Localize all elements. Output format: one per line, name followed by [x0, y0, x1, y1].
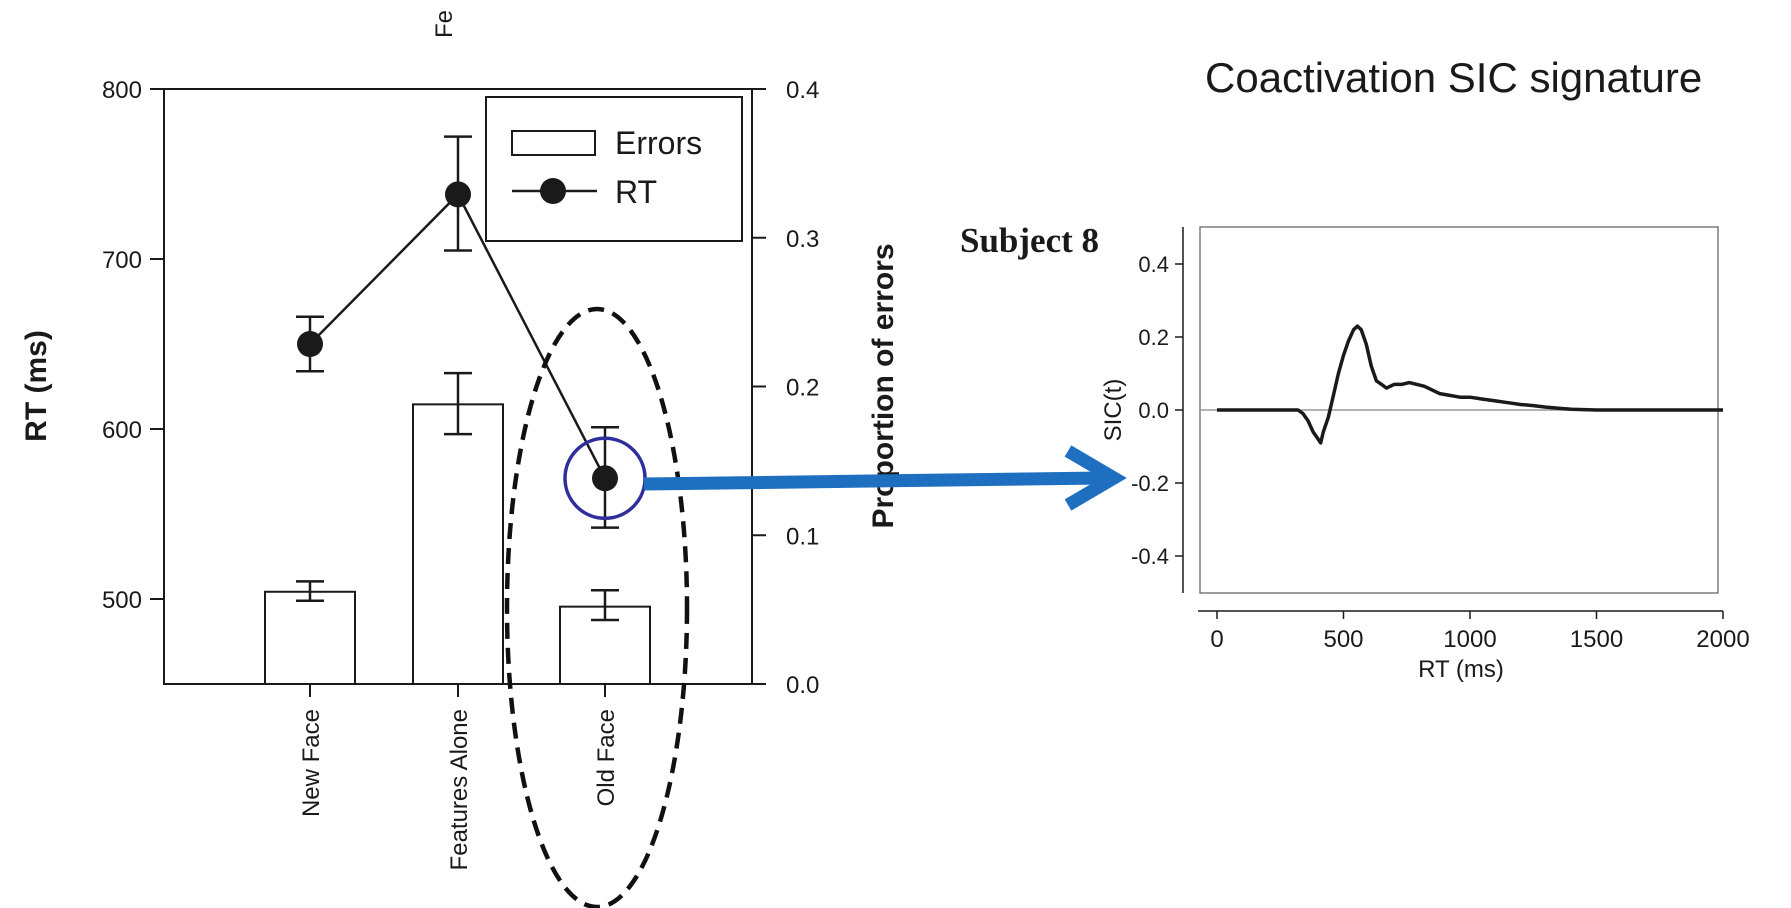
right-y-axis: 0.0 0.1 0.2 0.3 0.4	[752, 77, 819, 699]
rt-errors-chart: 500 600 700 800 0.0 0.1 0.2 0.3 0.4 New Face Fea…	[20, 77, 900, 908]
sic-curve	[1217, 324, 1723, 445]
sic-x-axis-title: RT (ms)	[1418, 656, 1504, 683]
left-y-tick-label: 800	[102, 77, 142, 104]
error-bars-group	[264, 371, 651, 686]
connector-arrow	[643, 445, 1127, 511]
error-bar	[412, 403, 504, 685]
sic-x-tick-label: 1000	[1443, 626, 1496, 653]
left-y-tick-label: 500	[102, 587, 142, 614]
legend-label-errors: Errors	[615, 125, 702, 161]
legend: Errors RT	[485, 96, 743, 242]
legend-label-rt: RT	[615, 174, 657, 210]
sic-axes: 0 500 1000 1500 2000 -0.4 -0.2 0.0 0.2 0.4	[1131, 227, 1750, 653]
left-y-axis: 500 600 700 800	[102, 77, 164, 614]
subject-annotation: Subject 8	[960, 221, 1099, 260]
rt-marker	[592, 465, 618, 492]
sic-x-tick-label: 1500	[1570, 626, 1623, 653]
rt-marker	[445, 181, 471, 208]
legend-box	[485, 96, 743, 242]
sic-y-axis-title: SIC(t)	[1100, 379, 1127, 442]
right-title: Coactivation SIC signature	[1205, 54, 1702, 101]
dashed-highlight-ellipse	[504, 306, 690, 908]
error-bar	[264, 590, 356, 686]
right-y-tick-label: 0.0	[786, 672, 819, 699]
sic-y-tick-label: 0.4	[1138, 252, 1169, 277]
right-y-tick-label: 0.4	[786, 77, 819, 104]
sic-y-tick-label: 0.2	[1138, 325, 1169, 350]
rt-series-group	[296, 135, 619, 529]
sic-y-tick-label: -0.4	[1131, 544, 1169, 569]
sic-chart: Subject 8 0 500 1000 1500 2000 -0.4 -0.2 0.0 0.2…	[960, 221, 1750, 683]
left-y-axis-title: RT (ms)	[20, 330, 53, 442]
legend-swatch-errors	[511, 130, 596, 156]
category-label: Features Alone	[446, 709, 473, 870]
arrow-head	[1064, 445, 1127, 511]
right-y-tick-label: 0.2	[786, 375, 819, 402]
sic-x-tick-label: 500	[1323, 626, 1363, 653]
right-y-tick-label: 0.3	[786, 226, 819, 253]
sic-x-tick-label: 2000	[1696, 626, 1749, 653]
sic-y-tick-label: -0.2	[1131, 471, 1169, 496]
sic-x-tick-label: 0	[1210, 626, 1223, 653]
category-label: Old Face	[593, 709, 620, 806]
left-y-tick-label: 600	[102, 417, 142, 444]
category-label: New Face	[298, 709, 325, 817]
arrow-shaft	[643, 471, 1103, 491]
right-y-tick-label: 0.1	[786, 523, 819, 550]
left-y-tick-label: 700	[102, 247, 142, 274]
sic-y-tick-label: 0.0	[1138, 398, 1169, 423]
clipped-top-fragment: Fe	[431, 10, 458, 38]
legend-swatch-rt-marker	[540, 178, 566, 204]
category-axis: New Face Features Alone Old Face	[298, 684, 620, 870]
rt-marker	[297, 331, 323, 357]
